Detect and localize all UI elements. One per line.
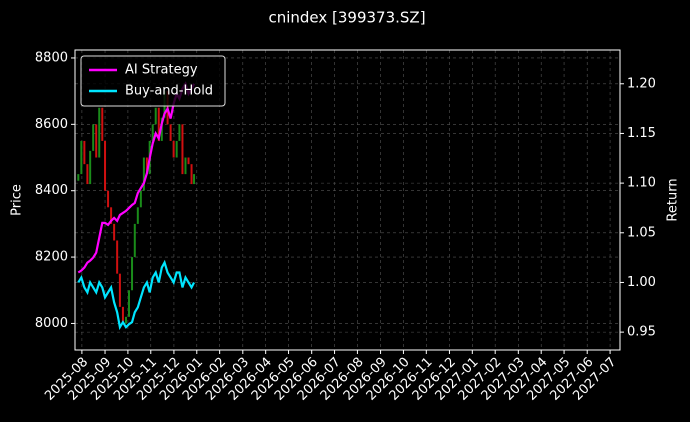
- candle: [157, 107, 160, 141]
- candle: [80, 140, 83, 175]
- y2-tick-label: 0.95: [627, 325, 656, 340]
- candle: [83, 140, 86, 165]
- candle: [118, 273, 121, 307]
- candle: [133, 223, 136, 258]
- candle: [151, 124, 154, 141]
- y2-tick-label: 1.10: [627, 176, 656, 191]
- legend: AI Strategy Buy-and-Hold: [80, 55, 226, 107]
- candle: [142, 157, 145, 191]
- candle: [77, 174, 80, 181]
- candle: [169, 124, 172, 141]
- candle: [98, 107, 101, 158]
- candle: [101, 107, 104, 141]
- candle: [178, 124, 181, 141]
- plot-frame: [74, 49, 621, 351]
- y-tick-label: 8200: [35, 250, 68, 265]
- candle: [121, 306, 124, 324]
- candle: [92, 124, 95, 151]
- candle: [104, 140, 107, 191]
- candle: [107, 190, 110, 208]
- candle: [116, 240, 119, 274]
- legend-label: AI Strategy: [125, 63, 198, 78]
- y-axis-label: Price: [10, 184, 25, 216]
- y2-tick-label: 1.20: [627, 76, 656, 91]
- chart-title: cnindex [399373.SZ]: [268, 9, 425, 27]
- candle: [175, 140, 178, 158]
- candle: [193, 174, 196, 185]
- y2-axis-label: Return: [666, 178, 681, 221]
- candle: [154, 107, 157, 125]
- candle: [113, 223, 116, 241]
- candle: [128, 290, 131, 317]
- legend-label: Buy-and-Hold: [125, 84, 213, 99]
- series-line: [77, 259, 196, 331]
- candle: [181, 124, 184, 175]
- candle: [95, 124, 98, 158]
- candle: [145, 157, 148, 175]
- candle: [139, 190, 142, 208]
- legend-box: [80, 55, 226, 107]
- y2-tick-label: 1.00: [627, 275, 656, 290]
- y-tick-label: 8400: [35, 183, 68, 198]
- y-tick-label: 8800: [35, 50, 68, 65]
- y-tick-label: 8000: [35, 316, 68, 331]
- candle: [131, 257, 134, 291]
- y-tick-label: 8600: [35, 117, 68, 132]
- candle: [89, 150, 92, 185]
- candle: [160, 117, 163, 141]
- candle: [190, 164, 193, 185]
- y2-tick-label: 1.15: [627, 126, 656, 141]
- candle: [86, 164, 89, 185]
- y2-tick-label: 1.05: [627, 225, 656, 240]
- candle: [110, 207, 113, 224]
- candle: [187, 157, 190, 165]
- candle: [184, 157, 187, 175]
- candle: [172, 140, 175, 158]
- candle: [124, 316, 127, 324]
- series-line: [77, 81, 196, 274]
- candle: [136, 207, 139, 224]
